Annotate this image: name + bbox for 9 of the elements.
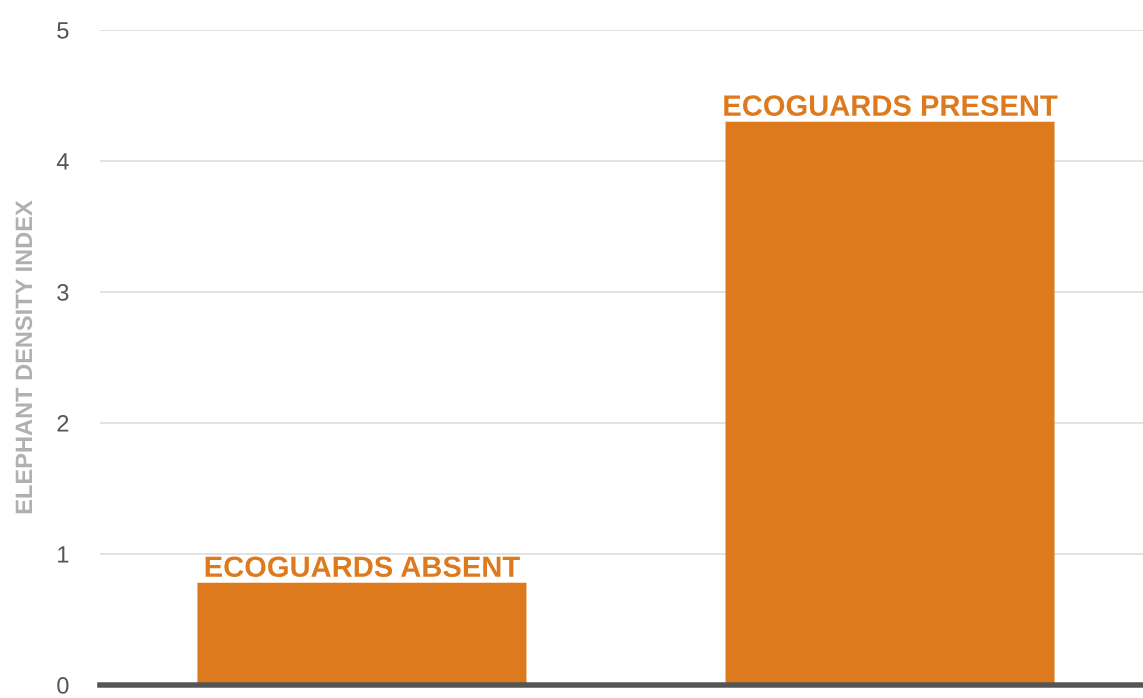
x-tick-label: ECOGUARDS PRESENT: [724, 95, 1058, 116]
y-tick-label: 0: [57, 677, 69, 694]
y-tick-label: 3: [57, 284, 69, 301]
y-axis-title: ELEPHANT DENSITY INDEX: [15, 200, 33, 514]
y-tick-label: 1: [58, 546, 69, 563]
y-tick-label: 5: [57, 22, 69, 39]
y-tick-label: 2: [57, 415, 69, 432]
x-tick-label: ECOGUARDS ABSENT: [205, 556, 520, 578]
y-tick-label: 4: [56, 153, 69, 170]
